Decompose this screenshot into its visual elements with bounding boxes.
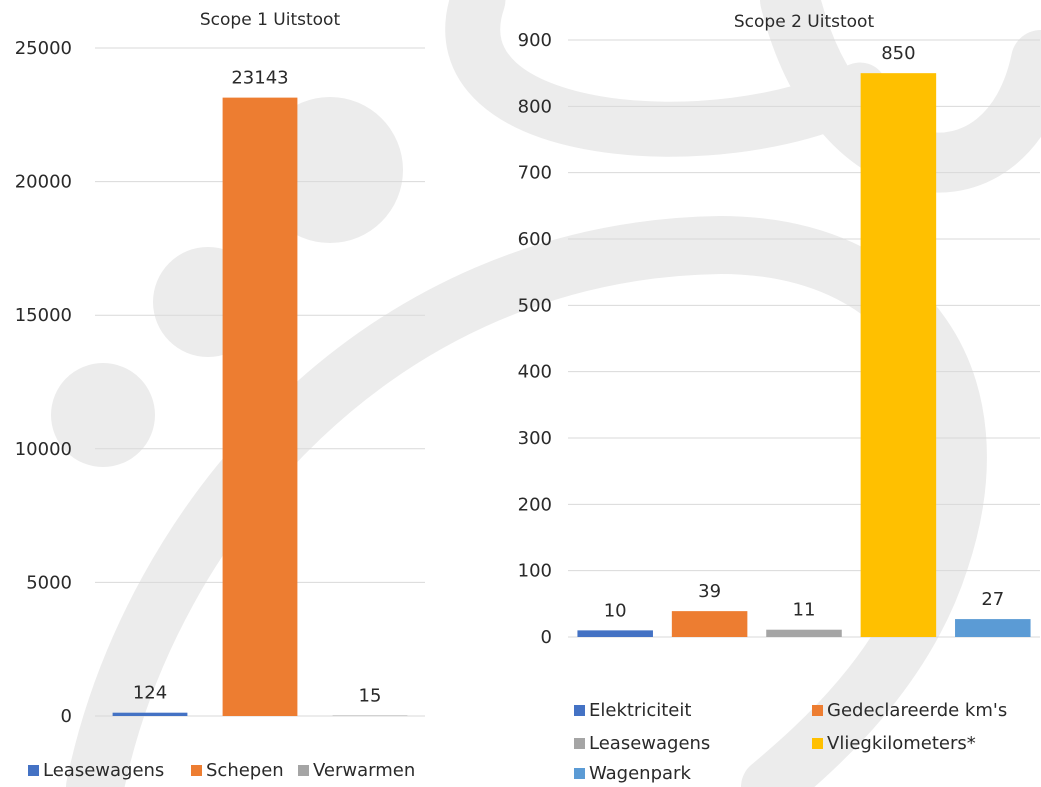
y-tick-label: 900 xyxy=(518,30,552,51)
y-tick-label: 10000 xyxy=(15,439,72,460)
scope2-data-labels: 10 39 11 850 27 xyxy=(604,43,1005,621)
y-tick-label: 200 xyxy=(518,494,552,515)
y-tick-label: 800 xyxy=(518,96,552,117)
scope1-legend-item-verwarmen: Verwarmen xyxy=(298,760,415,781)
bar-leasewagens xyxy=(112,712,188,716)
bar-elektriciteit xyxy=(577,630,653,637)
data-label-schepen: 23143 xyxy=(231,68,288,89)
legend-label: Vliegkilometers* xyxy=(827,733,976,754)
scope2-title: Scope 2 Uitstoot xyxy=(734,12,875,32)
scope2-legend-item-wagenpark: Wagenpark xyxy=(574,763,691,784)
legend-swatch xyxy=(812,738,823,749)
bar-leasewagens xyxy=(766,629,842,637)
data-label-leasewagens: 11 xyxy=(793,600,816,621)
legend-label: Leasewagens xyxy=(589,733,711,754)
y-tick-label: 15000 xyxy=(15,305,72,326)
legend-swatch xyxy=(574,738,585,749)
y-tick-label: 700 xyxy=(518,163,552,184)
watermark-circle-3 xyxy=(51,363,155,467)
bar-wagenpark xyxy=(955,619,1031,637)
y-tick-label: 300 xyxy=(518,428,552,449)
data-label-gedeclareerde-km-s: 39 xyxy=(698,581,721,602)
data-label-vliegkilometers: 850 xyxy=(881,43,915,64)
data-label-elektriciteit: 10 xyxy=(604,600,627,621)
legend-label: Elektriciteit xyxy=(589,700,692,721)
scope2-gridlines xyxy=(568,39,1040,638)
y-tick-label: 400 xyxy=(518,362,552,383)
data-label-wagenpark: 27 xyxy=(981,589,1004,610)
legend-swatch xyxy=(812,705,823,716)
scope1-bars xyxy=(112,97,408,717)
scope2-legend-item-leasewagens: Leasewagens xyxy=(574,733,710,754)
bar-vliegkilometers xyxy=(860,73,937,637)
scope1-data-labels: 124 23143 15 xyxy=(133,68,382,707)
scope2-legend-item-gedeclareerde-kms: Gedeclareerde km's xyxy=(812,700,1007,721)
data-label-verwarmen: 15 xyxy=(359,686,382,707)
scope2-legend-item-elektriciteit: Elektriciteit xyxy=(574,700,691,721)
scope1-title: Scope 1 Uitstoot xyxy=(200,10,341,30)
y-tick-label: 20000 xyxy=(15,172,72,193)
y-tick-label: 5000 xyxy=(26,572,72,593)
y-tick-label: 25000 xyxy=(15,38,72,59)
y-tick-label: 0 xyxy=(61,706,72,727)
y-tick-label: 600 xyxy=(518,229,552,250)
legend-label: Schepen xyxy=(206,760,284,781)
legend-swatch xyxy=(298,765,309,776)
legend-label: Wagenpark xyxy=(589,763,691,784)
y-tick-label: 500 xyxy=(518,295,552,316)
bar-verwarmen xyxy=(332,715,408,716)
y-tick-label: 100 xyxy=(518,561,552,582)
scope1-y-axis: 0 5000 10000 15000 20000 25000 xyxy=(15,38,72,727)
data-label-leasewagens: 124 xyxy=(133,683,167,704)
scope2-bars xyxy=(577,73,1031,637)
scope2-legend-item-vliegkilometers: Vliegkilometers* xyxy=(812,733,976,754)
legend-swatch xyxy=(574,705,585,716)
watermark-arc-top xyxy=(445,0,888,157)
legend-label: Verwarmen xyxy=(313,760,416,781)
scope2-y-axis: 0 100 200 300 400 500 600 700 800 900 xyxy=(518,30,552,648)
bar-schepen xyxy=(222,97,298,717)
y-tick-label: 0 xyxy=(541,627,552,648)
legend-swatch xyxy=(191,765,202,776)
bar-gedeclareerde-km-s xyxy=(671,611,748,637)
legend-label: Gedeclareerde km's xyxy=(827,700,1008,721)
legend-swatch xyxy=(574,768,585,779)
scope1-legend-item-leasewagens: Leasewagens xyxy=(28,760,164,781)
scope1-legend-item-schepen: Schepen xyxy=(191,760,284,781)
legend-label: Leasewagens xyxy=(43,760,165,781)
legend-swatch xyxy=(28,765,39,776)
